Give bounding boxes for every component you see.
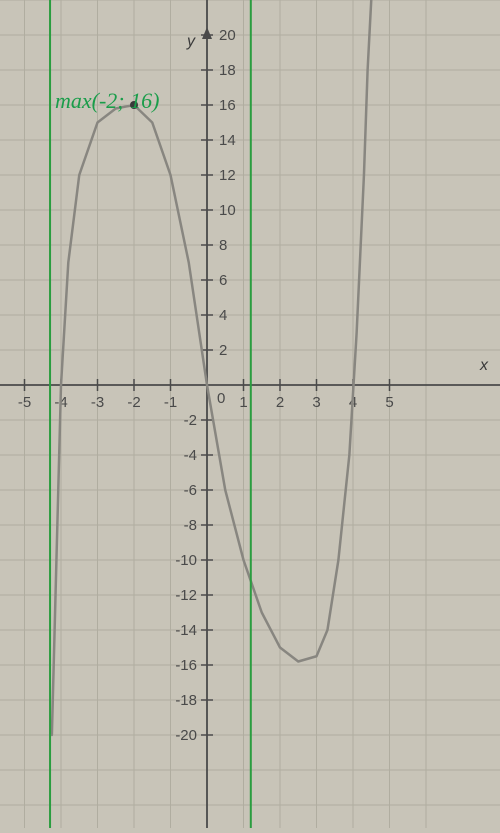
svg-text:-20: -20	[175, 727, 197, 744]
svg-text:2: 2	[219, 342, 227, 359]
svg-text:3: 3	[312, 394, 320, 411]
svg-text:-2: -2	[127, 394, 140, 411]
svg-text:-2: -2	[184, 412, 197, 429]
svg-text:-8: -8	[184, 517, 197, 534]
svg-text:-16: -16	[175, 657, 197, 674]
svg-text:-6: -6	[184, 482, 197, 499]
svg-text:6: 6	[219, 272, 227, 289]
svg-text:1: 1	[239, 394, 247, 411]
svg-text:-10: -10	[175, 552, 197, 569]
y-axis-label: y	[187, 33, 195, 51]
chart-svg: -5-4-3-2-112345-20-18-16-14-12-10-8-6-4-…	[0, 0, 500, 828]
chart-container: -5-4-3-2-112345-20-18-16-14-12-10-8-6-4-…	[0, 0, 500, 828]
svg-text:16: 16	[219, 97, 236, 114]
svg-text:20: 20	[219, 27, 236, 44]
svg-text:-4: -4	[184, 447, 197, 464]
svg-text:-3: -3	[91, 394, 104, 411]
svg-text:-18: -18	[175, 692, 197, 709]
svg-text:8: 8	[219, 237, 227, 254]
svg-text:5: 5	[385, 394, 393, 411]
max-annotation: max(-2; 16)	[55, 88, 159, 114]
svg-text:2: 2	[276, 394, 284, 411]
svg-text:-14: -14	[175, 622, 197, 639]
svg-text:18: 18	[219, 62, 236, 79]
svg-text:4: 4	[219, 307, 227, 324]
svg-text:-12: -12	[175, 587, 197, 604]
svg-text:0: 0	[217, 390, 225, 407]
svg-text:14: 14	[219, 132, 236, 149]
svg-text:10: 10	[219, 202, 236, 219]
svg-text:-5: -5	[18, 394, 31, 411]
svg-text:-1: -1	[164, 394, 177, 411]
x-axis-label: x	[480, 357, 488, 375]
svg-text:12: 12	[219, 167, 236, 184]
